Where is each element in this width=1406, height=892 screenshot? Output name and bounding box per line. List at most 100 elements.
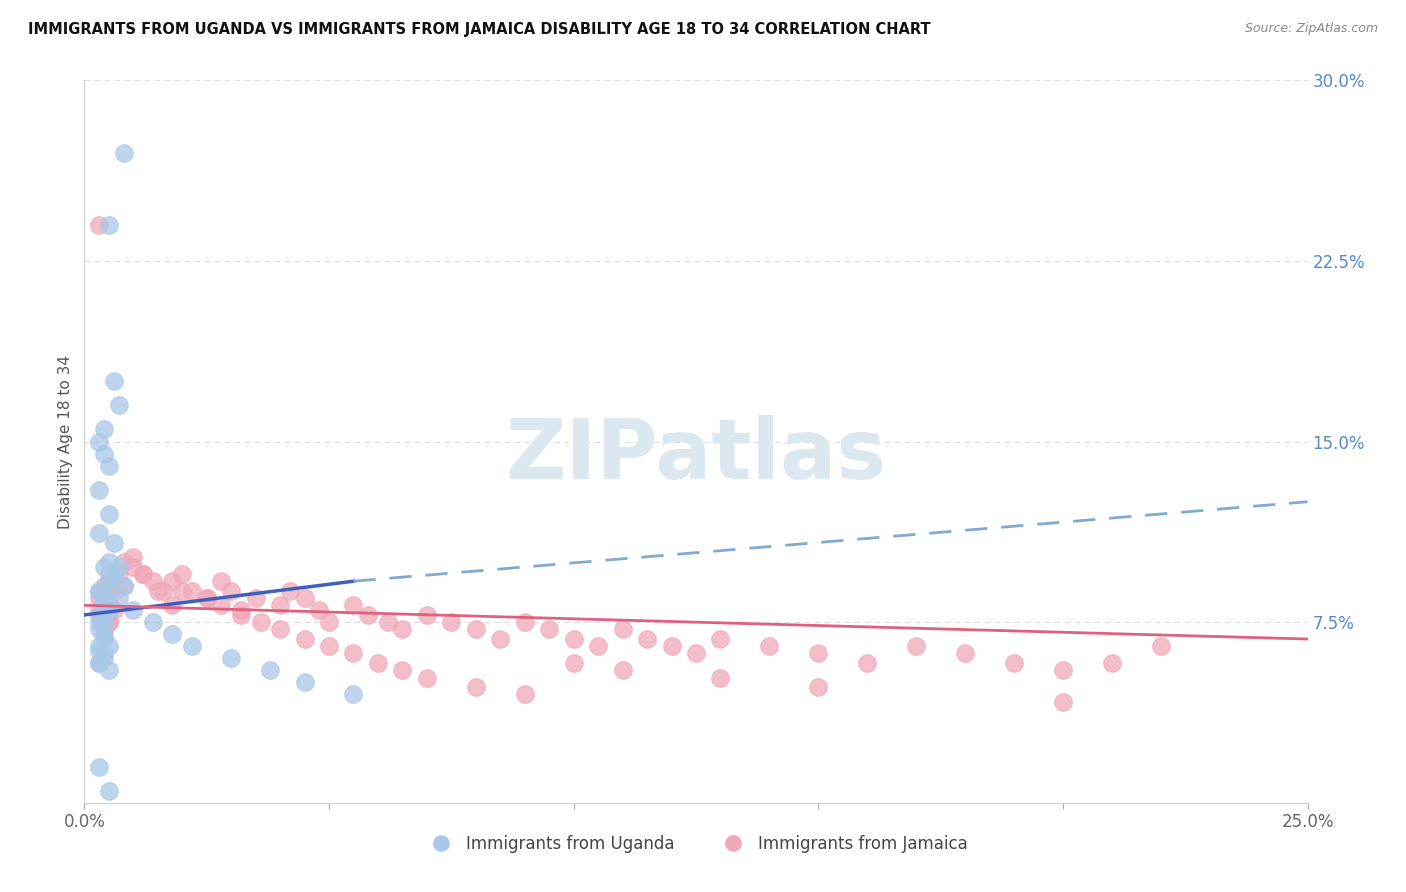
Point [146,583,169,598]
Point [195,591,218,605]
Point [391,623,413,637]
Point [97,603,120,617]
Point [195,591,218,605]
Point [93,446,115,460]
Point [87,583,110,598]
Point [416,607,439,622]
Point [162,627,184,641]
Point [93,579,115,593]
Point [294,632,316,646]
Point [97,599,120,613]
Point [103,374,125,388]
Point [308,603,330,617]
Point [87,615,110,630]
Point [97,784,120,798]
Point [97,574,120,589]
Point [294,591,316,605]
Point [103,603,125,617]
Point [122,603,145,617]
Point [103,567,125,582]
Point [97,583,120,598]
Point [97,639,120,653]
Point [562,632,585,646]
Point [97,574,120,589]
Point [172,567,194,582]
Point [1052,695,1074,709]
Point [219,583,242,598]
Point [209,599,232,613]
Point [93,627,115,641]
Point [97,664,120,678]
Text: IMMIGRANTS FROM UGANDA VS IMMIGRANTS FROM JAMAICA DISABILITY AGE 18 TO 34 CORREL: IMMIGRANTS FROM UGANDA VS IMMIGRANTS FRO… [28,22,931,37]
Point [87,760,110,774]
Point [97,555,120,569]
Point [269,599,291,613]
Point [132,567,155,582]
Point [229,607,252,622]
Point [87,656,110,670]
Point [562,656,585,670]
Point [391,664,413,678]
Point [97,583,120,598]
Point [586,639,609,653]
Point [87,591,110,605]
Point [219,651,242,665]
Point [112,145,135,160]
Point [342,687,364,701]
Point [342,647,364,661]
Y-axis label: Disability Age 18 to 34: Disability Age 18 to 34 [58,354,73,529]
Point [636,632,658,646]
Point [122,559,145,574]
Point [107,559,129,574]
Point [97,507,120,521]
Point [107,398,129,412]
Point [377,615,399,630]
Point [97,603,120,617]
Point [758,639,780,653]
Point [97,615,120,630]
Point [245,591,267,605]
Point [162,599,184,613]
Point [97,458,120,473]
Point [489,632,512,646]
Point [294,675,316,690]
Text: ZIPatlas: ZIPatlas [506,416,886,497]
Point [807,647,830,661]
Point [107,591,129,605]
Point [464,623,486,637]
Point [1101,656,1123,670]
Point [142,574,165,589]
Point [93,607,115,622]
Point [87,218,110,232]
Point [103,567,125,582]
Point [122,550,145,565]
Point [112,555,135,569]
Point [464,680,486,694]
Point [709,632,731,646]
Point [103,567,125,582]
Point [93,591,115,605]
Point [905,639,928,653]
Point [162,574,184,589]
Point [152,583,174,598]
Point [367,656,389,670]
Point [97,615,120,630]
Point [97,567,120,582]
Point [181,583,204,598]
Point [93,647,115,661]
Point [93,591,115,605]
Point [538,623,561,637]
Point [856,656,879,670]
Point [87,583,110,598]
Point [259,664,281,678]
Point [103,535,125,549]
Point [93,615,115,630]
Point [513,687,536,701]
Point [107,567,129,582]
Point [87,644,110,658]
Point [513,615,536,630]
Point [93,599,115,613]
Point [1150,639,1173,653]
Point [342,599,364,613]
Point [661,639,683,653]
